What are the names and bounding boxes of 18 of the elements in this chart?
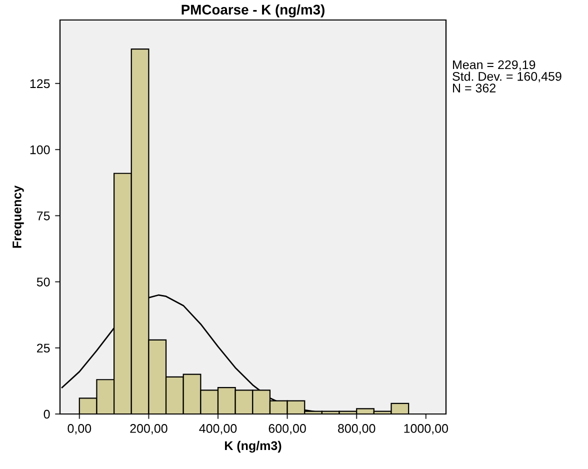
- x-tick-label: 600,00: [268, 424, 306, 434]
- x-axis-title: K (ng/m3): [225, 440, 282, 453]
- y-tick-label: 100: [30, 145, 50, 154]
- text: Mean = 229,19: [453, 60, 536, 71]
- x-tick-label: 400,00: [199, 424, 237, 434]
- text: N = 362: [453, 84, 496, 92]
- y-tick-label: 0: [44, 410, 50, 419]
- y-axis-title: Frequency: [12, 185, 24, 248]
- x-tick-label: 0,00: [68, 424, 92, 434]
- y-tick-label: 25: [37, 344, 50, 353]
- chart-title: PMCoarse - K (ng/m3): [182, 4, 324, 18]
- y-tick-label: 50: [36, 278, 50, 286]
- x-tick-label: 200,00: [130, 424, 168, 434]
- y-tick-label: 125: [30, 79, 50, 88]
- text: Std. Dev. = 160,459: [452, 72, 562, 82]
- x-tick-label: 1000,00: [404, 424, 448, 434]
- x-tick-label: 800,00: [338, 424, 376, 434]
- y-tick-label: 75: [37, 212, 50, 220]
